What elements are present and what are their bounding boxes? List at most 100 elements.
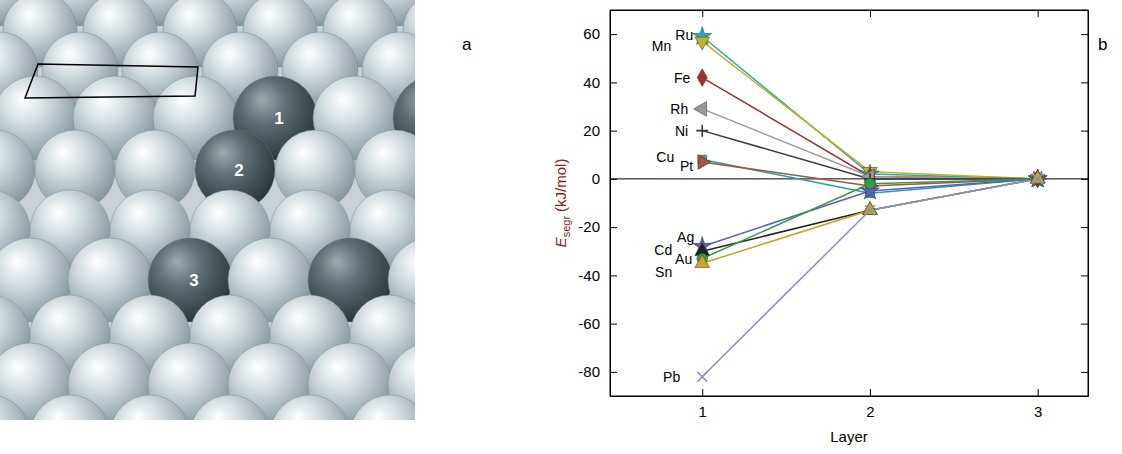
- tick: [1081, 131, 1088, 132]
- axis-line: [611, 10, 1089, 11]
- tick: -20: [578, 218, 617, 235]
- tick-mark: [610, 131, 617, 132]
- tick-label: 1: [699, 403, 707, 420]
- tick-mark: [870, 10, 871, 17]
- series-label: Ag: [677, 229, 694, 245]
- plot-frame: [610, 10, 1088, 396]
- tick: 3: [1034, 389, 1042, 420]
- tick: 20: [583, 122, 617, 139]
- y-axis-title-part: segr: [560, 216, 572, 238]
- series-label: Ru: [675, 27, 693, 43]
- marker: [865, 205, 875, 215]
- series-label: Sn: [655, 264, 672, 280]
- tick: [1081, 324, 1088, 325]
- tick: [870, 10, 871, 17]
- tick-label: 3: [1034, 403, 1042, 420]
- marker: [698, 155, 711, 170]
- tick: [702, 10, 703, 17]
- tick-mark: [610, 82, 617, 83]
- atom: [30, 395, 110, 420]
- tick-mark: [610, 372, 617, 373]
- plot-marks: [610, 27, 1088, 382]
- tick: -40: [578, 267, 617, 284]
- series-label: Mn: [652, 38, 671, 54]
- panel-a: 1 2 3: [0, 0, 415, 420]
- tick: -60: [578, 315, 617, 332]
- y-axis-title: Esegr(kJ/mol): [552, 159, 572, 248]
- atom: [110, 395, 190, 420]
- series-label: Cu: [656, 149, 674, 165]
- tick: [1038, 10, 1039, 17]
- tick-label: -20: [578, 218, 600, 235]
- tick-label: -40: [578, 267, 600, 284]
- tick: 2: [866, 389, 874, 420]
- marker: [695, 255, 710, 268]
- tick-mark: [1081, 34, 1088, 35]
- tick: [1081, 372, 1088, 373]
- atom-label: 2: [234, 161, 243, 180]
- axis-line: [611, 396, 1089, 397]
- tick-label: 20: [583, 122, 600, 139]
- marker: [694, 102, 707, 117]
- tick-mark: [1081, 275, 1088, 276]
- tick-mark: [1038, 10, 1039, 17]
- tick-mark: [1081, 324, 1088, 325]
- tick-mark: [1081, 372, 1088, 373]
- marker: [865, 178, 876, 189]
- tick: 40: [583, 74, 617, 91]
- figure: 123ab123-80-60-40-200204060LayerEsegr(kJ…: [0, 0, 1122, 454]
- series-line: [702, 179, 1037, 259]
- series-line: [702, 179, 1037, 251]
- atom: [350, 395, 415, 420]
- tick: [1081, 82, 1088, 83]
- atom-label: 3: [189, 271, 198, 290]
- atom: [190, 395, 270, 420]
- tick-mark: [1081, 131, 1088, 132]
- tick-label: 0: [592, 170, 600, 187]
- marker: [863, 202, 878, 215]
- tick-mark: [610, 324, 617, 325]
- tick: -80: [578, 363, 617, 380]
- axis: [1081, 11, 1089, 397]
- tick: 1: [699, 389, 707, 420]
- axis-line: [610, 11, 611, 397]
- tick-mark: [702, 389, 703, 396]
- tick-mark: [610, 275, 617, 276]
- series-label: Cd: [654, 242, 672, 258]
- marker: [1028, 169, 1047, 187]
- unit-cell-outline: [25, 64, 198, 98]
- series-label: Pb: [663, 369, 680, 385]
- marker: [697, 69, 707, 87]
- panel-letter: b: [1098, 35, 1107, 54]
- series-line: [702, 41, 1037, 179]
- x-axis-title: Layer: [830, 428, 868, 445]
- series-label: Ni: [675, 123, 688, 139]
- marker: [695, 37, 710, 50]
- atom: [270, 395, 350, 420]
- series-line: [702, 179, 1037, 377]
- axis: 1 2 3: [611, 389, 1089, 420]
- tick-mark: [702, 10, 703, 17]
- atom-label: 1: [274, 109, 283, 128]
- tick-mark: [1038, 389, 1039, 396]
- marker: [863, 202, 878, 215]
- tick: 60: [583, 25, 617, 42]
- marker: [696, 125, 708, 137]
- tick-mark: [1081, 82, 1088, 83]
- axis-line: [1088, 11, 1089, 397]
- series-line: [702, 37, 1037, 179]
- series-label: Fe: [674, 70, 691, 86]
- y-axis-title-part: (kJ/mol): [552, 159, 569, 212]
- atom: [0, 395, 30, 420]
- tick: [1081, 227, 1088, 228]
- tick-label: 60: [583, 25, 600, 42]
- marker: [1030, 170, 1045, 183]
- series-label: Au: [675, 251, 692, 267]
- tick: [1081, 34, 1088, 35]
- tick-label: 2: [866, 403, 874, 420]
- tick-mark: [1081, 227, 1088, 228]
- axis: [611, 10, 1089, 17]
- tick-mark: [870, 389, 871, 396]
- tick-label: 40: [583, 74, 600, 91]
- series-line: [702, 179, 1037, 263]
